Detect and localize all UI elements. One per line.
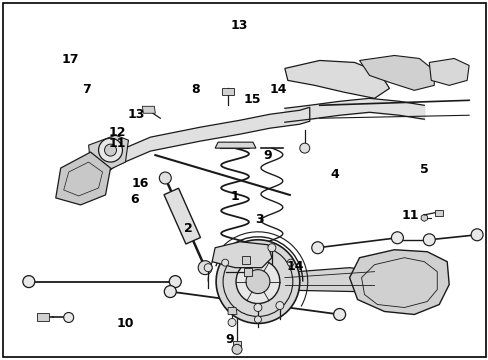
Circle shape <box>169 276 181 288</box>
Text: 11: 11 <box>108 137 125 150</box>
Polygon shape <box>212 242 271 268</box>
Circle shape <box>333 309 345 320</box>
Circle shape <box>221 259 228 266</box>
Circle shape <box>159 172 171 184</box>
Polygon shape <box>359 55 433 90</box>
Circle shape <box>63 312 74 323</box>
Polygon shape <box>349 250 448 315</box>
Polygon shape <box>233 341 241 347</box>
Polygon shape <box>244 268 251 276</box>
Polygon shape <box>142 106 155 113</box>
Text: 14: 14 <box>269 83 287 96</box>
Circle shape <box>275 302 283 310</box>
Circle shape <box>23 276 35 288</box>
Text: 13: 13 <box>127 108 145 121</box>
Text: 6: 6 <box>130 193 139 206</box>
Circle shape <box>390 232 403 244</box>
Circle shape <box>267 244 275 252</box>
Polygon shape <box>222 88 234 95</box>
Polygon shape <box>88 135 128 170</box>
Text: 12: 12 <box>108 126 125 139</box>
Text: 7: 7 <box>81 83 90 96</box>
Circle shape <box>253 303 262 311</box>
Circle shape <box>245 270 269 293</box>
Circle shape <box>164 285 176 298</box>
Circle shape <box>286 259 294 266</box>
Text: 2: 2 <box>183 222 192 235</box>
Circle shape <box>99 138 122 162</box>
Circle shape <box>216 240 299 323</box>
Polygon shape <box>285 60 388 98</box>
Circle shape <box>198 261 212 275</box>
Circle shape <box>236 260 279 303</box>
Text: 4: 4 <box>329 168 338 181</box>
Circle shape <box>423 234 434 246</box>
Bar <box>37 314 49 321</box>
Polygon shape <box>227 307 237 315</box>
Text: 13: 13 <box>230 19 248 32</box>
Circle shape <box>299 143 309 153</box>
Polygon shape <box>242 256 249 264</box>
Circle shape <box>470 229 482 241</box>
Text: 14: 14 <box>286 260 304 273</box>
Polygon shape <box>258 268 384 292</box>
Text: 9: 9 <box>225 333 234 346</box>
Text: 15: 15 <box>243 93 261 106</box>
Text: 1: 1 <box>230 190 239 203</box>
Polygon shape <box>428 58 468 85</box>
Text: 10: 10 <box>116 317 134 330</box>
Circle shape <box>227 319 236 327</box>
Circle shape <box>104 144 116 156</box>
Circle shape <box>203 264 212 272</box>
Circle shape <box>311 242 323 254</box>
Polygon shape <box>215 142 255 148</box>
Polygon shape <box>420 214 427 221</box>
Text: 3: 3 <box>254 213 263 226</box>
Circle shape <box>232 345 242 354</box>
Text: 17: 17 <box>61 53 79 66</box>
Text: 11: 11 <box>401 209 418 222</box>
Text: 16: 16 <box>131 177 148 190</box>
Polygon shape <box>56 152 110 205</box>
Text: 8: 8 <box>191 83 200 96</box>
Polygon shape <box>163 188 200 244</box>
Text: 5: 5 <box>420 163 428 176</box>
Circle shape <box>254 316 261 323</box>
Polygon shape <box>434 210 442 216</box>
Text: 9: 9 <box>263 149 272 162</box>
Polygon shape <box>95 107 309 181</box>
